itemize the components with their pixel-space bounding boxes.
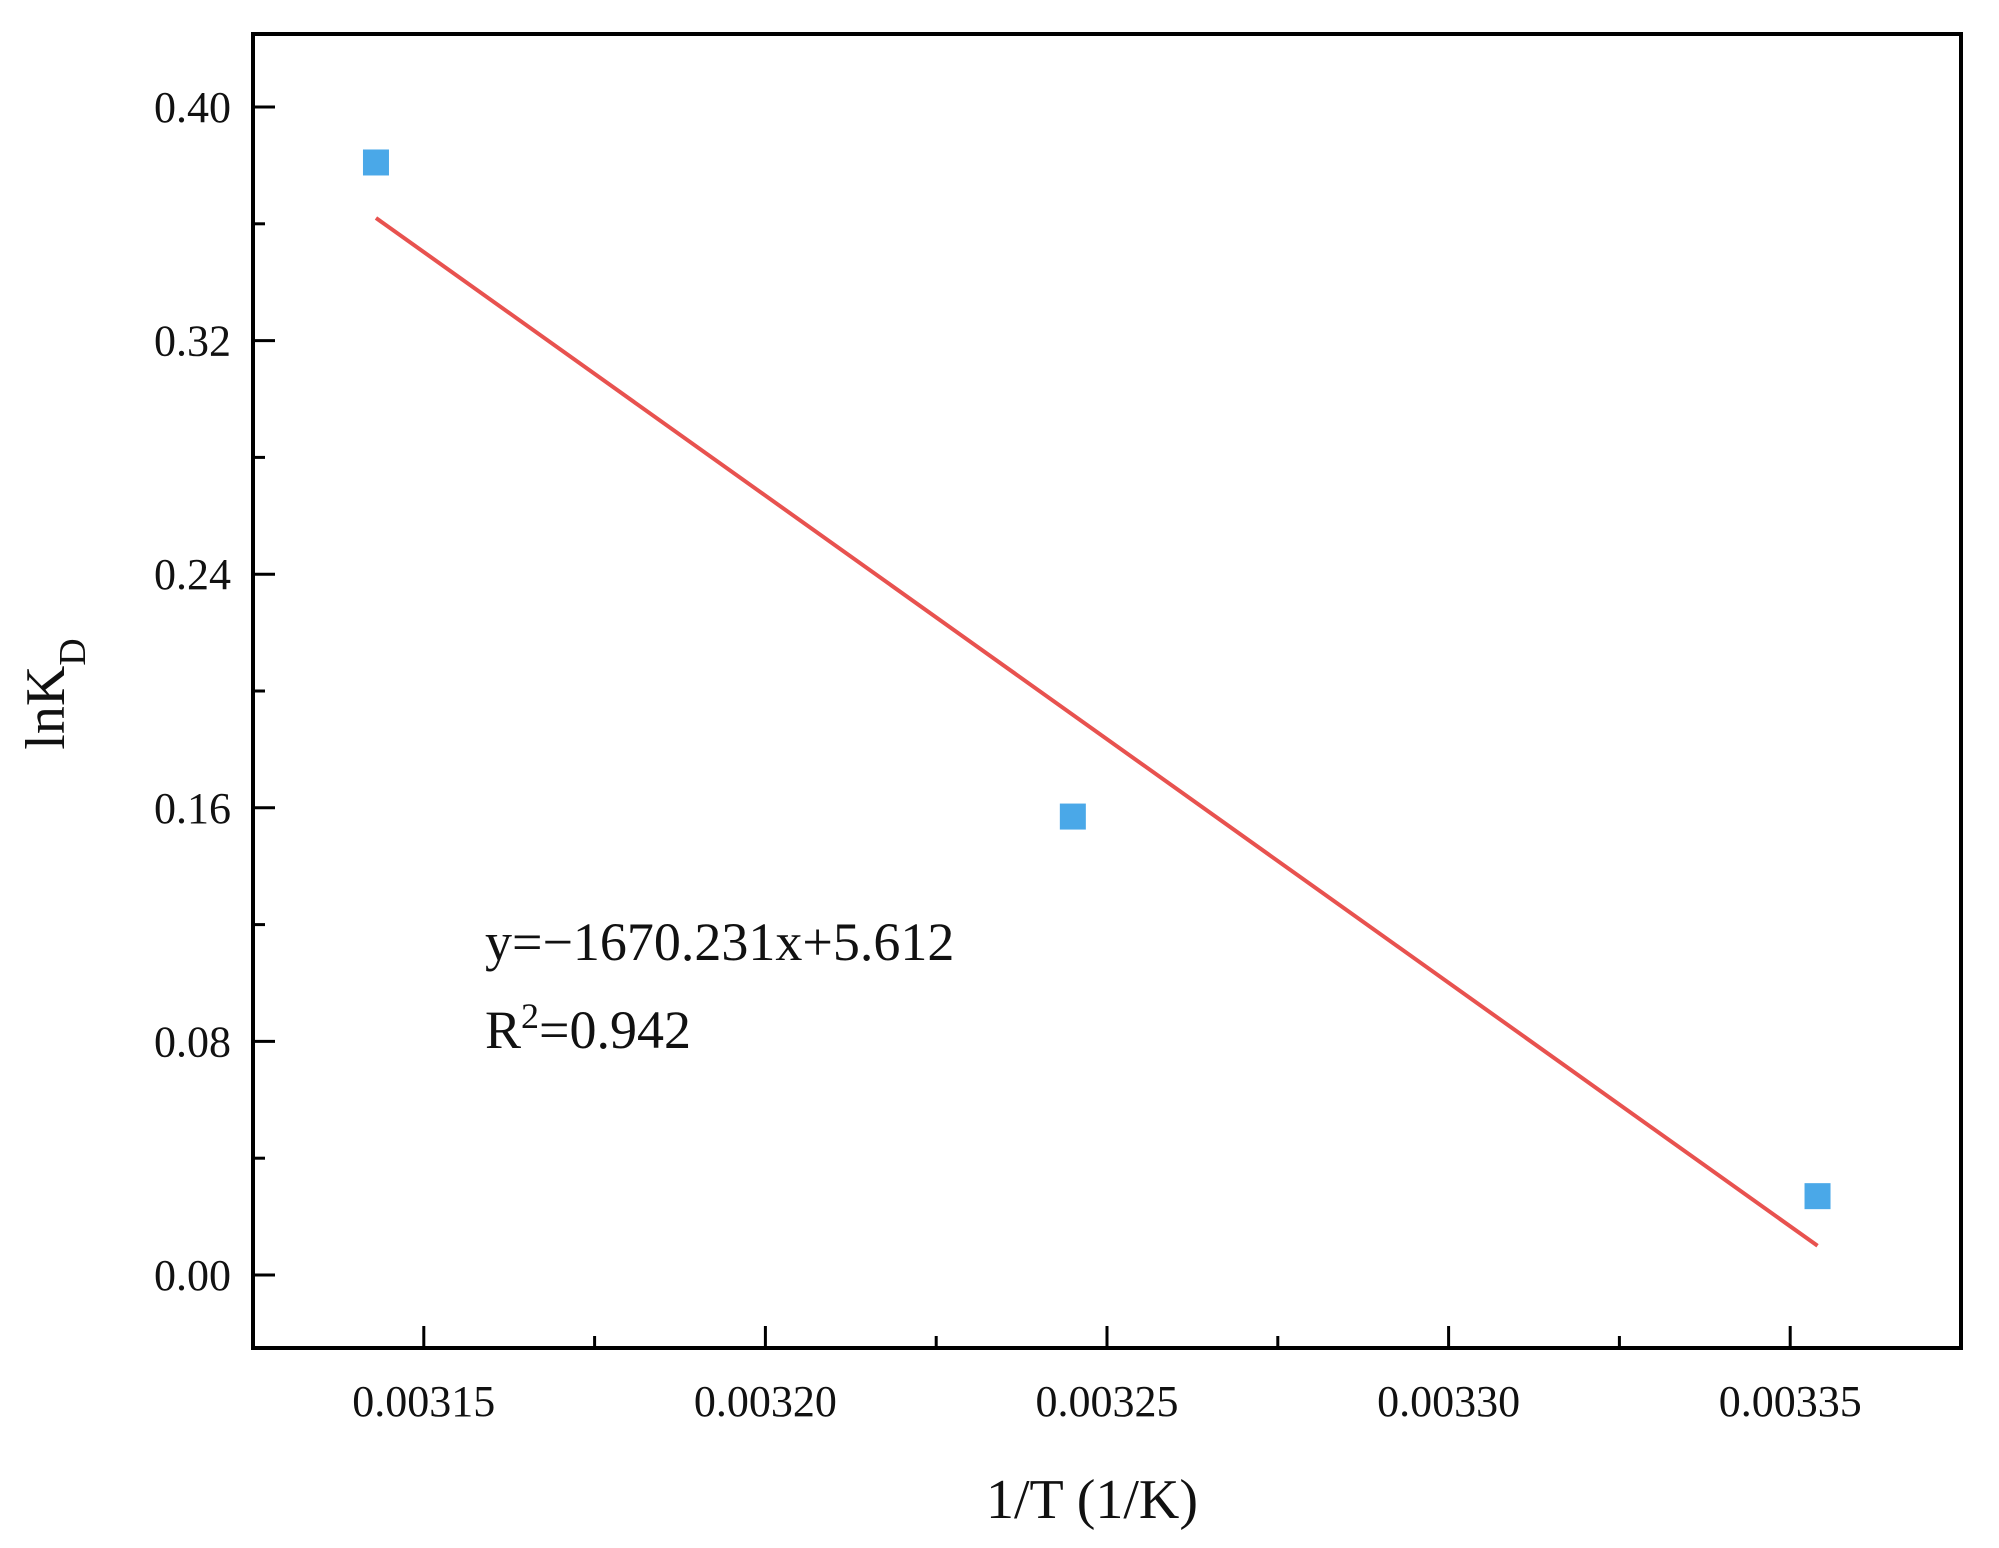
x-tick-label: 0.00320	[694, 1377, 837, 1426]
y-axis-ticks: 0.00 0.08 0.16 0.24 0.32 0.40	[154, 83, 275, 1300]
fit-equation: y=−1670.231x+5.612	[485, 912, 954, 972]
y-tick-label: 0.08	[154, 1017, 231, 1066]
x-tick-label: 0.00325	[1036, 1377, 1179, 1426]
x-tick-label: 0.00315	[352, 1377, 495, 1426]
data-point	[362, 149, 389, 176]
y-axis-title-sub: D	[52, 638, 94, 665]
r2-value: =0.942	[539, 1000, 691, 1060]
y-tick-label: 0.00	[154, 1251, 231, 1300]
y-tick-label: 0.32	[154, 317, 231, 366]
y-axis-title: lnKD	[15, 638, 94, 749]
y-tick-label: 0.24	[154, 550, 231, 599]
r2-prefix: R	[485, 1000, 521, 1060]
x-axis-title: 1/T (1/K)	[986, 1469, 1198, 1531]
y-axis-title-main: lnK	[15, 666, 77, 750]
fit-line	[374, 216, 1819, 1248]
data-point	[1804, 1183, 1831, 1210]
x-tick-label: 0.00330	[1377, 1377, 1520, 1426]
fit-r-squared: R2=0.942	[485, 996, 691, 1060]
y-tick-label: 0.16	[154, 784, 231, 833]
r2-superscript: 2	[521, 996, 539, 1036]
y-tick-label: 0.40	[154, 83, 231, 132]
plot-frame	[251, 32, 1963, 1350]
x-tick-label: 0.00335	[1719, 1377, 1862, 1426]
fit-line-group	[374, 216, 1819, 1248]
data-point	[1059, 803, 1086, 830]
x-axis-ticks: 0.00315 0.00320 0.00325 0.00330 0.00335	[352, 1326, 1862, 1426]
data-points	[362, 149, 1831, 1210]
